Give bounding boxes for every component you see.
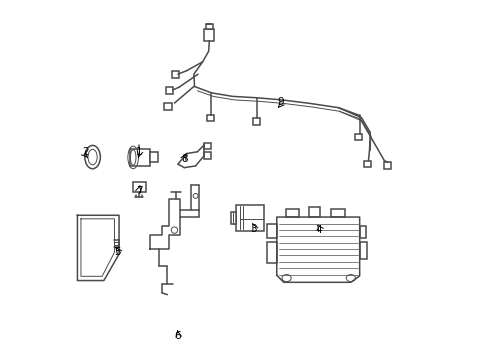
Bar <box>364 161 371 167</box>
Bar <box>133 182 146 192</box>
Text: 8: 8 <box>182 154 188 164</box>
Bar <box>331 209 345 217</box>
Bar <box>172 71 179 78</box>
Bar <box>236 205 265 231</box>
Bar <box>204 152 211 159</box>
Text: 2: 2 <box>82 148 89 157</box>
Bar <box>231 212 236 224</box>
Polygon shape <box>77 215 119 280</box>
Bar <box>150 153 157 162</box>
Bar <box>204 30 214 41</box>
Bar <box>207 115 214 121</box>
Bar <box>206 24 213 30</box>
Bar <box>164 103 171 110</box>
Bar <box>309 207 320 217</box>
Text: 3: 3 <box>250 224 257 234</box>
Polygon shape <box>277 217 360 282</box>
Text: 5: 5 <box>114 247 121 257</box>
Bar <box>130 149 150 166</box>
Text: 7: 7 <box>136 186 143 196</box>
Bar <box>115 242 118 245</box>
Bar <box>253 118 260 125</box>
Bar <box>267 242 277 263</box>
Bar <box>360 242 368 259</box>
Text: 4: 4 <box>316 225 322 235</box>
Bar <box>267 224 277 238</box>
Text: 1: 1 <box>136 147 143 157</box>
Bar <box>384 162 392 169</box>
Bar <box>204 143 211 149</box>
Bar <box>360 226 366 238</box>
Bar <box>286 209 299 217</box>
Text: 9: 9 <box>277 98 284 107</box>
Bar <box>166 87 173 94</box>
Text: 6: 6 <box>174 331 181 341</box>
Polygon shape <box>150 199 180 249</box>
Bar <box>355 134 363 140</box>
